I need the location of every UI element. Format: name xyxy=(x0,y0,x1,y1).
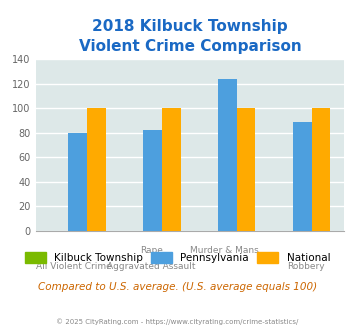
Bar xyxy=(143,130,162,231)
Bar xyxy=(293,122,312,231)
Bar xyxy=(237,109,256,231)
Bar xyxy=(162,109,181,231)
Bar xyxy=(218,79,237,231)
Text: Rape: Rape xyxy=(140,246,163,255)
Text: Murder & Mans...: Murder & Mans... xyxy=(190,246,267,255)
Text: All Violent Crime: All Violent Crime xyxy=(36,262,112,271)
Bar xyxy=(312,109,330,231)
Text: Compared to U.S. average. (U.S. average equals 100): Compared to U.S. average. (U.S. average … xyxy=(38,282,317,292)
Bar xyxy=(87,109,106,231)
Text: Aggravated Assault: Aggravated Assault xyxy=(107,262,196,271)
Text: © 2025 CityRating.com - https://www.cityrating.com/crime-statistics/: © 2025 CityRating.com - https://www.city… xyxy=(56,318,299,325)
Bar xyxy=(68,133,87,231)
Legend: Kilbuck Township, Pennsylvania, National: Kilbuck Township, Pennsylvania, National xyxy=(21,248,334,267)
Title: 2018 Kilbuck Township
Violent Crime Comparison: 2018 Kilbuck Township Violent Crime Comp… xyxy=(78,19,301,54)
Text: Robbery: Robbery xyxy=(287,262,324,271)
